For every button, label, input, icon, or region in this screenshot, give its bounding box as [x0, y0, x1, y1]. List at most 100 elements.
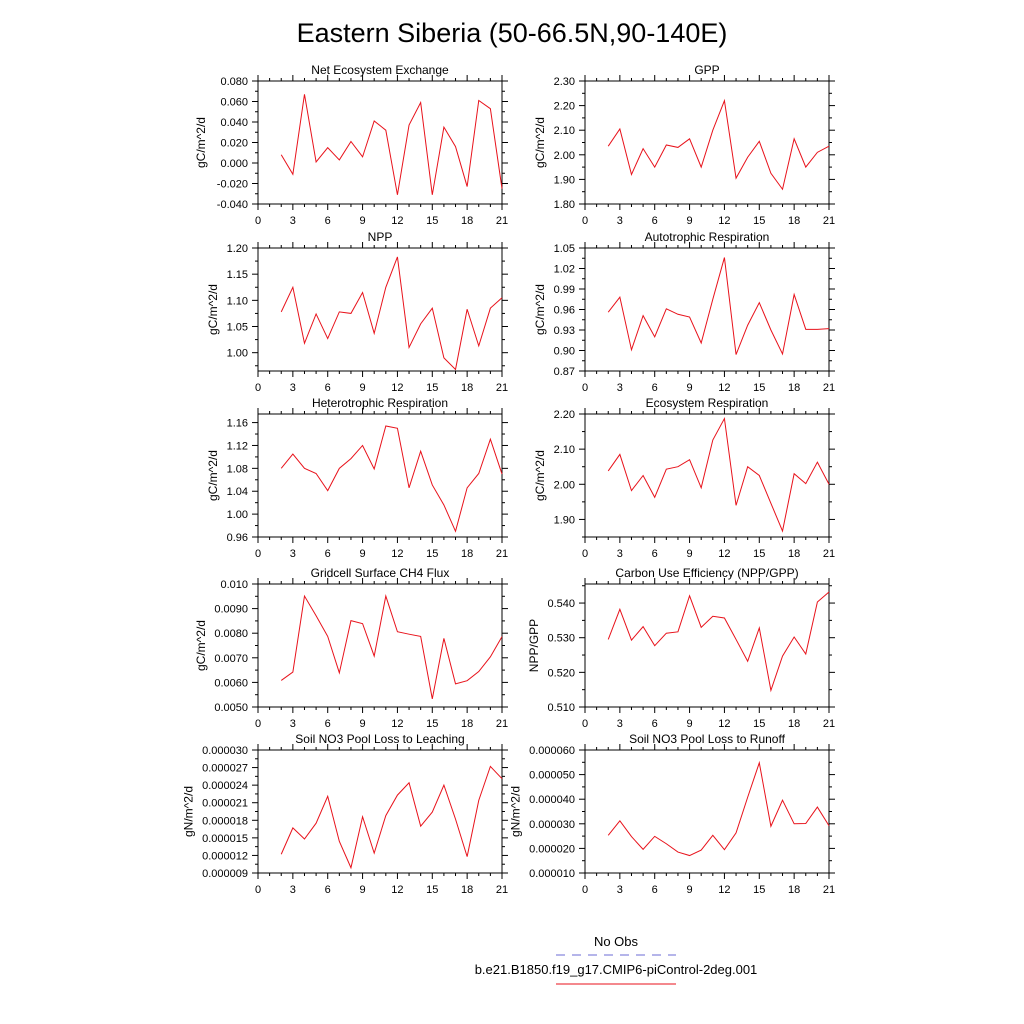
x-tick-label: 3 — [290, 884, 296, 896]
x-tick-label: 3 — [617, 718, 623, 730]
plot-frame — [584, 247, 830, 372]
y-tick-label: 2.30 — [554, 76, 575, 88]
y-tick-label: 0.000050 — [529, 770, 575, 782]
x-tick-label: 21 — [496, 884, 508, 896]
x-tick-label: 21 — [823, 718, 835, 730]
x-tick-label: 18 — [788, 884, 800, 896]
x-tick-label: 0 — [255, 718, 261, 730]
y-tick-label: 1.08 — [227, 463, 248, 475]
panel-7: Carbon Use Efficiency (NPP/GPP) 0 3 6 9 12 15 1… — [527, 566, 835, 730]
y-tick-label: 1.05 — [227, 322, 248, 334]
series-line — [607, 257, 830, 356]
x-tick-label: 12 — [391, 382, 403, 394]
plot-frame — [584, 413, 830, 538]
x-tick-label: 15 — [753, 215, 765, 227]
panel-4: Heterotrophic Respiration 0 3 6 9 12 15 18 21 0.9… — [206, 396, 508, 560]
x-tick-label: 9 — [360, 884, 366, 896]
x-tick-label: 9 — [687, 382, 693, 394]
y-tick-label: 0.530 — [547, 633, 575, 645]
x-tick-label: 9 — [360, 382, 366, 394]
x-tick-label: 15 — [426, 884, 438, 896]
series-line — [607, 416, 830, 533]
x-tick-label: 21 — [496, 548, 508, 560]
x-tick-label: 15 — [426, 215, 438, 227]
y-tick-label: 0.000021 — [202, 798, 248, 810]
x-tick-label: 6 — [325, 382, 331, 394]
y-tick-label: 0.90 — [554, 346, 575, 358]
x-tick-label: 21 — [823, 215, 835, 227]
x-tick-label: 6 — [652, 382, 658, 394]
series-line — [280, 256, 503, 371]
panel-title: Carbon Use Efficiency (NPP/GPP) — [615, 566, 798, 580]
y-tick-label: 0.000009 — [202, 868, 248, 880]
x-tick-label: 3 — [290, 215, 296, 227]
y-tick-label: -0.020 — [217, 179, 248, 191]
panel-title: GPP — [694, 63, 719, 77]
y-tick-label: 1.12 — [227, 440, 248, 452]
plot-frame — [257, 749, 503, 874]
x-tick-label: 0 — [582, 382, 588, 394]
y-tick-label: 1.02 — [554, 264, 575, 276]
y-tick-label: 0.000030 — [202, 745, 248, 757]
x-tick-label: 12 — [391, 215, 403, 227]
legend: No Obs b.e21.B1850.f19_g17.CMIP6-piContr… — [475, 934, 757, 985]
x-tick-label: 0 — [255, 215, 261, 227]
y-tick-label: 0.060 — [220, 97, 248, 109]
panel-title: NPP — [368, 230, 393, 244]
x-tick-label: 18 — [461, 382, 473, 394]
y-tick-label: 1.90 — [554, 514, 575, 526]
plot-frame — [584, 80, 830, 205]
panel-0: Net Ecosystem Exchange 0 3 6 9 12 15 18 21 -0.040… — [194, 63, 508, 227]
panel-title: Net Ecosystem Exchange — [311, 63, 449, 77]
y-axis-label: gC/m^2/d — [533, 450, 547, 501]
x-tick-label: 12 — [391, 548, 403, 560]
x-tick-label: 6 — [652, 215, 658, 227]
x-tick-label: 12 — [718, 718, 730, 730]
x-tick-label: 12 — [718, 382, 730, 394]
plot-frame — [257, 413, 503, 538]
x-tick-label: 12 — [718, 884, 730, 896]
y-tick-label: 0.040 — [220, 117, 248, 129]
y-tick-label: 1.04 — [227, 486, 248, 498]
y-tick-label: 2.00 — [554, 150, 575, 162]
y-tick-label: 0.000030 — [529, 819, 575, 831]
y-tick-label: 0.0080 — [214, 628, 248, 640]
x-tick-label: 18 — [788, 382, 800, 394]
y-tick-label: 1.05 — [554, 243, 575, 255]
x-tick-label: 18 — [788, 215, 800, 227]
panel-title: Soil NO3 Pool Loss to Leaching — [295, 732, 464, 746]
y-tick-label: 0.540 — [547, 598, 575, 610]
y-tick-label: 1.90 — [554, 174, 575, 186]
x-tick-label: 21 — [496, 382, 508, 394]
x-tick-label: 6 — [325, 215, 331, 227]
panel-1: GPP 0 3 6 9 12 15 18 21 1.80 1.90 2.00 2.10 2.20 2.30 g… — [533, 63, 835, 227]
x-tick-label: 15 — [426, 548, 438, 560]
y-tick-label: 0.010 — [220, 579, 248, 591]
x-tick-label: 0 — [582, 718, 588, 730]
y-tick-label: 0.000020 — [529, 843, 575, 855]
panel-5: Ecosystem Respiration 0 3 6 9 12 15 18 21 1.90 2.0… — [533, 396, 835, 560]
y-axis-label: gC/m^2/d — [194, 117, 208, 168]
x-tick-label: 12 — [718, 548, 730, 560]
x-tick-label: 9 — [360, 548, 366, 560]
y-tick-label: 0.520 — [547, 667, 575, 679]
series-line — [280, 94, 503, 195]
x-tick-label: 21 — [496, 215, 508, 227]
y-tick-label: 0.000010 — [529, 868, 575, 880]
panel-8: Soil NO3 Pool Loss to Leaching 0 3 6 9 12 15 18… — [181, 732, 508, 896]
y-tick-label: 1.00 — [227, 509, 248, 521]
y-tick-label: 0.87 — [554, 366, 575, 378]
x-tick-label: 21 — [496, 718, 508, 730]
x-tick-label: 18 — [461, 884, 473, 896]
y-tick-label: 0.96 — [554, 305, 575, 317]
x-tick-label: 3 — [617, 548, 623, 560]
x-tick-label: 18 — [461, 548, 473, 560]
x-tick-label: 0 — [255, 382, 261, 394]
y-tick-label: 0.0090 — [214, 604, 248, 616]
y-tick-label: 2.00 — [554, 479, 575, 491]
x-tick-label: 15 — [753, 382, 765, 394]
x-tick-label: 9 — [360, 718, 366, 730]
plot-frame — [584, 749, 830, 874]
panel-2: NPP 0 3 6 9 12 15 18 21 1.00 1.05 1.10 1.15 1.20 gC/m^… — [206, 230, 508, 394]
panel-title: Soil NO3 Pool Loss to Runoff — [629, 732, 786, 746]
